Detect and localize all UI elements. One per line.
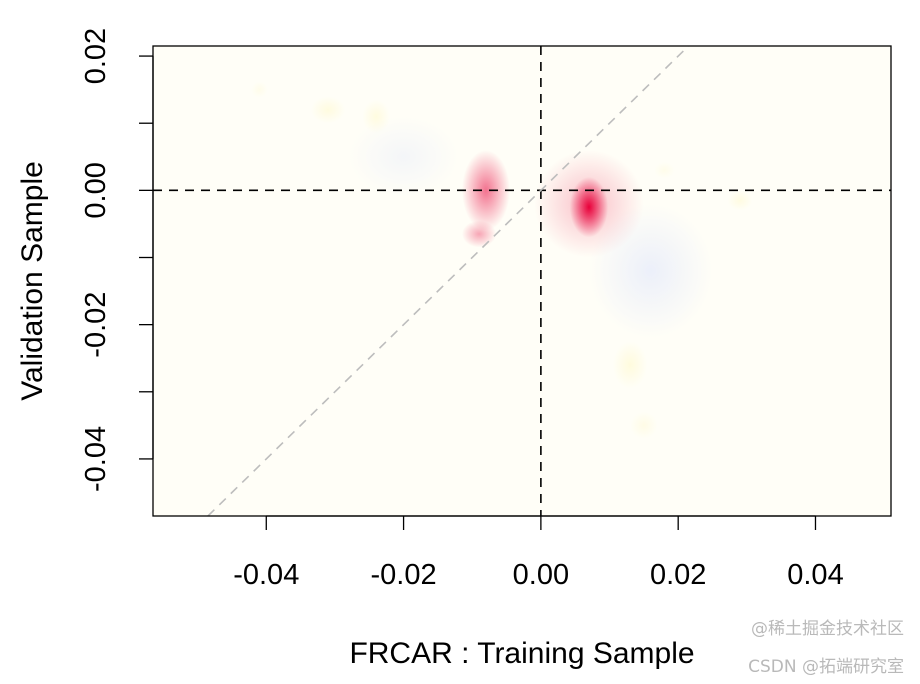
diagonal-reference-line	[207, 46, 690, 516]
density-blob-neutral	[612, 341, 648, 389]
density-blob-positive	[461, 150, 510, 231]
y-tick-label: -0.02	[80, 292, 112, 358]
density-blob-negative	[348, 116, 459, 198]
x-tick-label: 0.02	[650, 559, 706, 591]
x-axis-title: FRCAR : Training Sample	[349, 637, 694, 670]
density-blob-neutral	[251, 81, 268, 98]
watermark-line-1: @稀土掘金技术社区	[751, 619, 904, 639]
density-blob-negative	[588, 203, 713, 339]
x-tick-label: -0.04	[233, 559, 299, 591]
y-tick-label: 0.00	[80, 162, 112, 218]
x-tick-label: -0.02	[371, 559, 437, 591]
density-blob-neutral	[630, 411, 658, 439]
watermark-line-2: CSDN @拓端研究室	[748, 657, 904, 677]
y-tick-label: 0.02	[80, 28, 112, 84]
x-tick-label: 0.04	[787, 559, 843, 591]
density-blob-neutral	[310, 96, 346, 124]
density-blob-neutral	[362, 99, 390, 134]
density-blob-positive	[461, 220, 497, 248]
y-tick-label: -0.04	[80, 426, 112, 492]
plot-background	[153, 46, 891, 516]
x-tick-label: 0.00	[513, 559, 569, 591]
x-axis: -0.04 -0.02 0.00 0.02 0.04	[233, 515, 844, 591]
density-blob-neutral	[727, 190, 753, 211]
density-layer	[251, 81, 753, 439]
y-axis-title: Validation Sample	[16, 161, 49, 401]
reference-lines	[153, 46, 891, 516]
y-axis: -0.04 -0.02 0.00 0.02	[80, 28, 154, 492]
density-blob-neutral	[654, 162, 675, 179]
